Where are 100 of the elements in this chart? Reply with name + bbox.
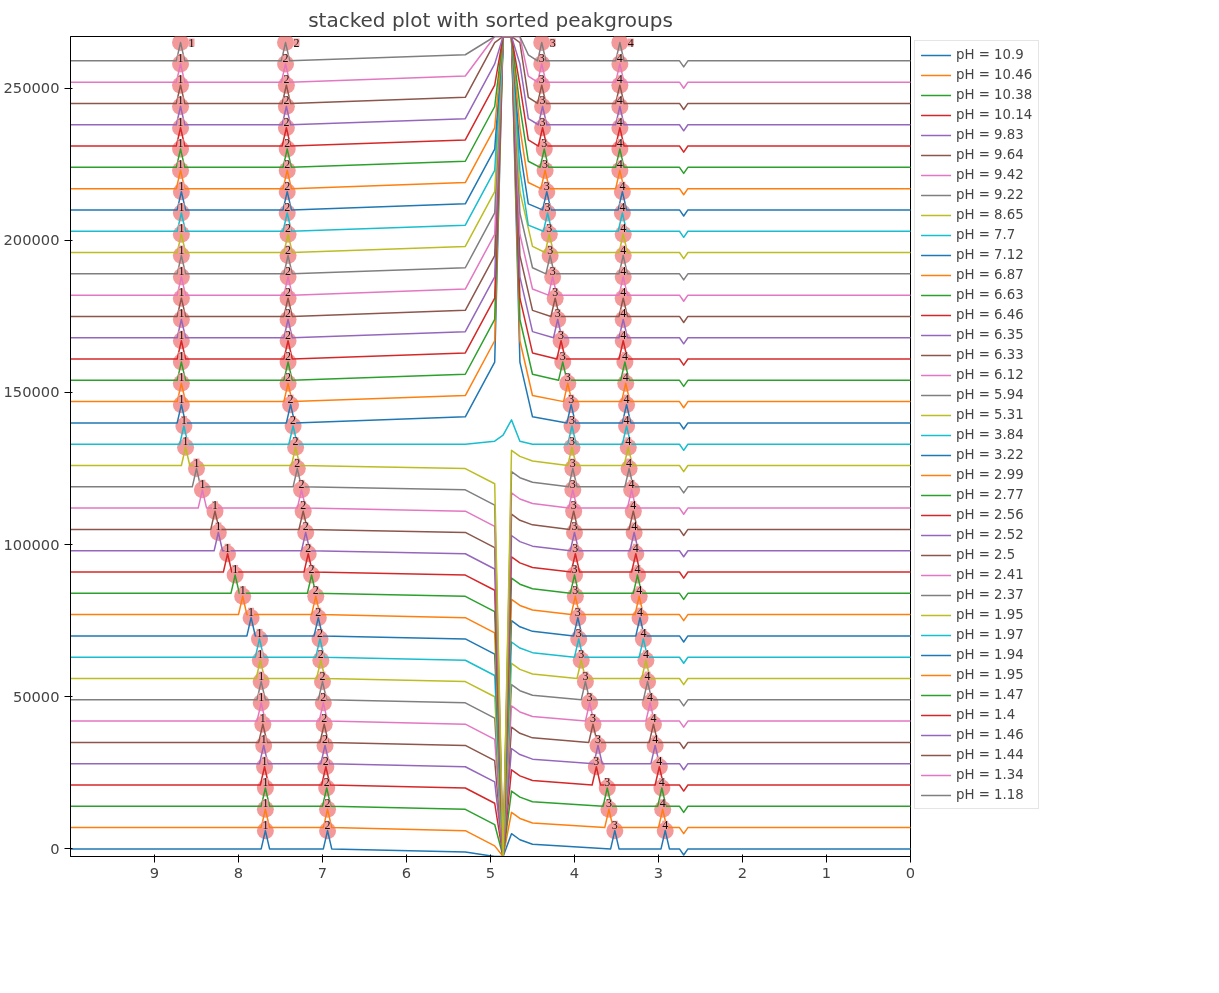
x-tick-label: 8 [233, 863, 244, 881]
text: 4 [623, 391, 630, 406]
text: 3 [538, 50, 545, 65]
text: 2 [321, 711, 328, 726]
text: 1 [178, 221, 185, 236]
y-tick-label: 150000 [3, 383, 60, 401]
text: 2 [285, 370, 292, 385]
text: 3 [564, 370, 571, 385]
text: 1 [177, 157, 184, 172]
text: 4 [659, 796, 666, 811]
legend-label: pH = 10.9 [956, 47, 1024, 62]
text: 3 [569, 476, 576, 491]
text: 2 [283, 93, 290, 108]
y-tick-label: 50000 [12, 687, 60, 705]
legend-label: pH = 6.63 [956, 287, 1024, 302]
text: 1 [258, 668, 265, 683]
legend-label: pH = 9.42 [956, 167, 1024, 182]
x-tick-label: 4 [569, 863, 580, 881]
legend-label: pH = 8.65 [956, 207, 1024, 222]
text: 3 [575, 625, 582, 640]
legend-label: pH = 6.46 [956, 307, 1024, 322]
text: 2 [283, 72, 290, 87]
text: 4 [622, 370, 629, 385]
legend-label: pH = 2.99 [956, 467, 1024, 482]
text: 1 [180, 412, 187, 427]
text: 3 [544, 199, 551, 214]
text: 4 [628, 476, 635, 491]
text: 2 [284, 199, 291, 214]
text: 4 [616, 72, 623, 87]
text: 2 [285, 349, 292, 364]
legend-label: pH = 5.31 [956, 407, 1024, 422]
legend-label: pH = 1.34 [956, 767, 1024, 782]
text: 4 [640, 625, 647, 640]
text: 3 [542, 157, 549, 172]
text: 1 [262, 796, 269, 811]
text: 1 [239, 583, 246, 598]
text: 4 [616, 114, 623, 129]
text: 1 [188, 35, 195, 50]
text: 4 [623, 412, 630, 427]
text: 1 [178, 327, 185, 342]
text: 1 [178, 391, 185, 406]
legend-label: pH = 10.14 [956, 107, 1033, 122]
legend-label: pH = 3.22 [956, 447, 1024, 462]
legend-label: pH = 2.56 [956, 507, 1024, 522]
legend-label: pH = 1.95 [956, 667, 1024, 682]
text: 3 [541, 136, 548, 151]
text: 2 [293, 35, 300, 50]
text: 4 [637, 604, 644, 619]
legend-label: pH = 1.97 [956, 627, 1024, 642]
x-tick-label: 3 [653, 863, 664, 881]
text: 1 [260, 732, 267, 747]
legend-label: pH = 9.64 [956, 147, 1024, 162]
x-tick-label: 0 [905, 863, 916, 881]
y-tick-label: 200000 [3, 231, 60, 249]
text: 4 [621, 349, 628, 364]
text: 4 [656, 753, 663, 768]
text: 2 [285, 263, 292, 278]
text: 2 [305, 540, 312, 555]
text: 1 [248, 604, 255, 619]
text: 2 [317, 647, 324, 662]
text: 1 [178, 370, 185, 385]
text: 3 [543, 178, 550, 193]
text: 4 [650, 711, 657, 726]
text: 2 [292, 434, 299, 449]
y-tick-label: 250000 [3, 79, 60, 97]
text: 4 [616, 157, 623, 172]
text: 1 [199, 476, 206, 491]
text: 4 [632, 540, 639, 555]
text: 2 [323, 775, 330, 790]
text: 4 [652, 732, 659, 747]
text: 3 [568, 434, 575, 449]
text: 1 [211, 498, 218, 513]
text: 3 [546, 221, 553, 236]
text: 1 [177, 72, 184, 87]
text: 2 [290, 412, 297, 427]
text: 4 [620, 221, 627, 236]
text: 3 [539, 93, 546, 108]
text: 2 [284, 136, 291, 151]
x-tick-label: 1 [821, 863, 832, 881]
text: 3 [611, 817, 618, 832]
x-tick-label: 6 [401, 863, 412, 881]
text: 1 [178, 242, 185, 257]
text: 4 [616, 93, 623, 108]
text: 3 [595, 732, 602, 747]
text: 4 [619, 199, 626, 214]
text: 4 [620, 242, 627, 257]
text: 2 [300, 498, 307, 513]
legend-label: pH = 5.94 [956, 387, 1024, 402]
text: 3 [604, 775, 611, 790]
legend-label: pH = 6.35 [956, 327, 1024, 342]
text: 3 [582, 668, 589, 683]
text: 4 [616, 136, 623, 151]
x-tick-label: 7 [317, 863, 328, 881]
legend-label: pH = 10.46 [956, 67, 1033, 82]
text: 1 [262, 775, 269, 790]
text: 1 [182, 434, 189, 449]
text: 3 [572, 540, 579, 555]
text: 3 [571, 519, 578, 534]
legend-label: pH = 1.47 [956, 687, 1024, 702]
text: 2 [322, 753, 329, 768]
